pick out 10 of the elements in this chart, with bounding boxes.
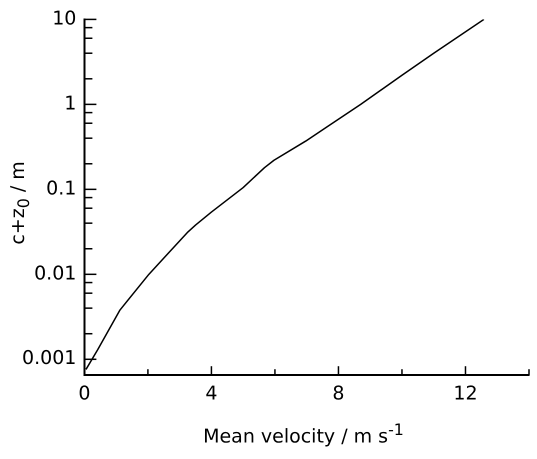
- x-axis-title: Mean velocity / m s$^{-1}$: [202, 420, 405, 448]
- y-tick-label: 0.001: [22, 347, 76, 370]
- x-tick-label: 0: [78, 382, 90, 405]
- x-tick-label: 8: [332, 382, 344, 405]
- y-tick-label: 0.1: [46, 177, 76, 200]
- x-tick-label: 12: [453, 382, 478, 405]
- y-tick-label: 1: [64, 92, 76, 114]
- y-tick-label: 0.01: [34, 262, 76, 284]
- x-tick-label: 4: [205, 382, 218, 405]
- y-tick-label: 10: [52, 7, 76, 30]
